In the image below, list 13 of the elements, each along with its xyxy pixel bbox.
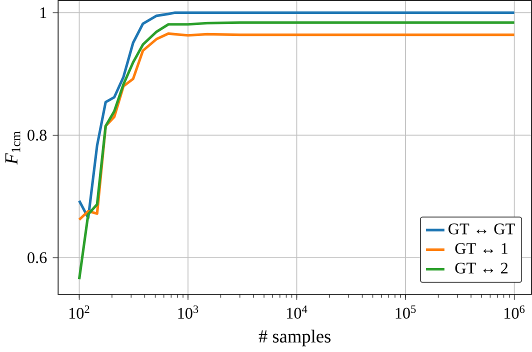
- y-axis-title: F$_{1cm}$: [5, 131, 20, 165]
- legend-label: GT ↔ 1: [455, 243, 508, 254]
- legend-label: GT ↔ GT: [448, 224, 515, 235]
- x-tick-label: 10$^{2}$: [69, 306, 90, 319]
- y-tick-label: 0.6: [28, 252, 47, 264]
- x-tick-label: 10$^{5}$: [396, 306, 416, 319]
- legend-label: GT ↔ 2: [455, 262, 508, 274]
- x-tick-label: 10$^{4}$: [287, 306, 308, 319]
- y-tick-label: 1: [40, 8, 46, 18]
- y-tick-label: 0.8: [28, 130, 47, 141]
- x-tick-label: 10$^{6}$: [504, 306, 525, 319]
- x-axis-title: # samples: [258, 330, 331, 346]
- x-tick-label: 10$^{3}$: [178, 306, 198, 319]
